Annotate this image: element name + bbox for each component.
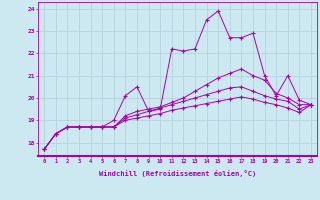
X-axis label: Windchill (Refroidissement éolien,°C): Windchill (Refroidissement éolien,°C) (99, 170, 256, 177)
